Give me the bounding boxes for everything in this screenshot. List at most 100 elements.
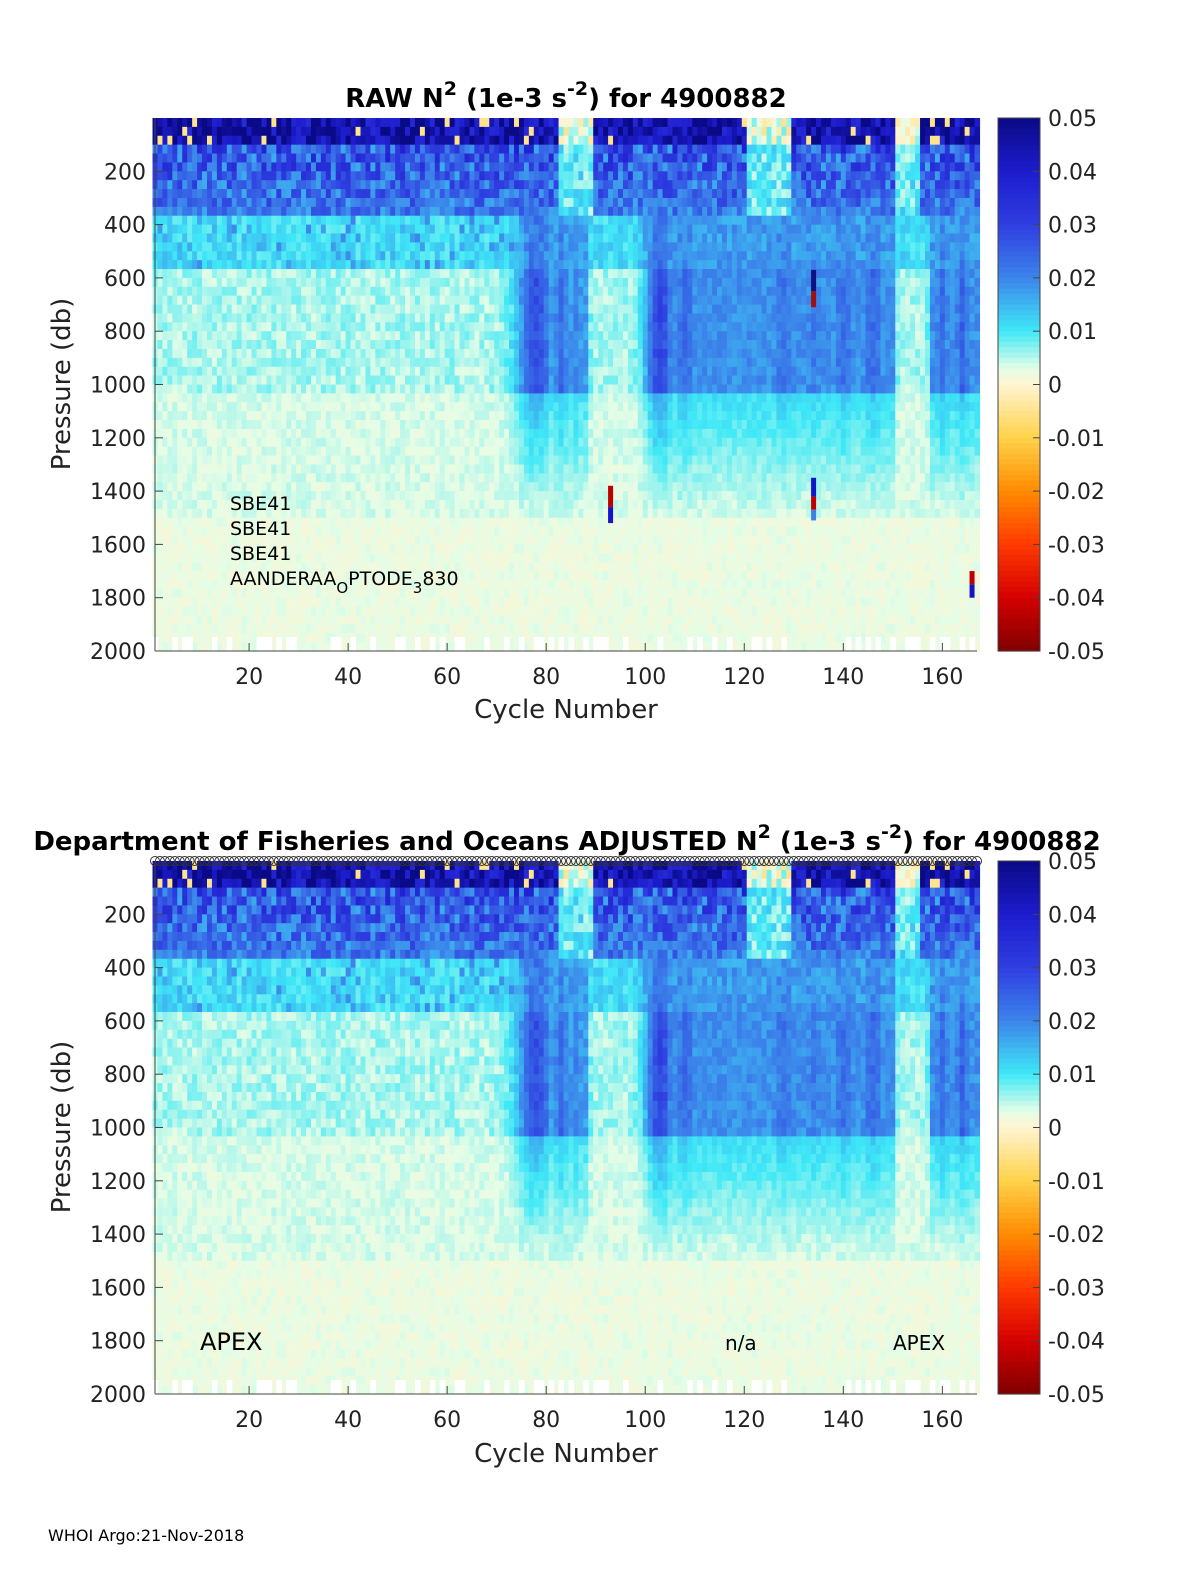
heat-cell [375,135,381,146]
heat-cell [335,260,342,270]
heat-cell [216,135,223,146]
heat-cell [553,562,560,572]
heat-cell [484,260,490,270]
heat-cell [444,624,451,634]
heat-cell [558,215,565,226]
heat-cell [449,384,456,394]
heat-cell [177,189,183,199]
heat-cell [439,526,446,537]
heat-cell [286,180,292,190]
heat-cell [509,304,515,315]
heat-cell [419,331,426,341]
heat-cell [365,197,371,208]
heat-cell [167,251,173,261]
heat-cell [320,340,327,350]
heat-cell [182,313,188,323]
heat-cell [296,197,302,208]
heat-cell [296,491,302,501]
heat-cell [514,588,520,599]
heat-cell [216,544,223,554]
heat-cell [286,171,292,181]
heat-cell [271,633,277,643]
heat-cell [494,286,500,297]
heat-cell [370,615,376,625]
heat-cell [320,180,327,190]
heat-cell [543,375,550,386]
heat-cell [281,277,287,288]
heat-cell [320,153,327,164]
heat-cell [528,535,535,545]
heat-cell [182,126,188,137]
heat-cell [558,526,565,537]
heat-cell [533,579,540,590]
heat-cell [345,153,352,164]
heat-cell [330,260,337,270]
heat-cell [177,233,183,243]
heat-cell [320,491,327,501]
heat-cell [340,215,347,226]
heat-cell [523,277,530,288]
heat-cell [211,144,218,155]
heat-cell [202,260,208,270]
heat-cell [414,340,421,350]
heat-cell [162,597,168,608]
heat-cell [548,357,555,368]
heat-cell [281,126,287,137]
heat-cell [296,615,302,625]
heat-cell [385,526,391,537]
heat-cell [370,606,376,617]
heat-cell [390,402,396,412]
heat-cell [202,322,208,332]
heat-cell [380,144,386,155]
heat-cell [320,357,327,368]
heat-cell [484,411,490,421]
heat-cell [221,588,228,599]
heat-cell [221,340,228,350]
heat-cell [449,615,456,625]
heat-cell [360,508,367,519]
heat-cell [523,615,530,625]
heat-cell [385,197,391,208]
heat-cell [424,544,431,554]
heat-cell [365,118,371,128]
heat-cell [301,597,307,608]
heat-cell [548,331,555,341]
heat-cell [444,473,451,483]
heat-cell [538,286,545,297]
heat-cell [479,118,485,128]
heat-cell [533,606,540,617]
heat-cell [484,526,490,537]
heat-cell [370,579,376,590]
heat-cell [345,491,352,501]
heat-cell [226,162,233,172]
heat-cell [296,366,302,377]
heat-cell [504,553,510,563]
heat-cell [479,144,485,155]
heat-cell [469,473,475,483]
heat-cell [266,126,272,137]
heat-cell [281,366,287,377]
heat-cell [172,357,178,368]
heat-cell [504,304,510,315]
heat-cell [385,544,391,554]
heat-cell [157,579,164,590]
heat-cell [558,144,565,155]
heat-cell [538,517,545,528]
heat-cell [385,126,391,137]
heat-cell [509,491,515,501]
heat-cell [484,562,490,572]
heat-cell [231,242,238,252]
heat-cell [390,446,396,457]
heat-cell [340,411,347,421]
heat-cell [167,189,173,199]
heat-cell [370,153,376,164]
heat-cell [380,233,386,243]
heat-cell [424,357,431,368]
heat-cell [291,384,297,394]
heat-cell [320,508,327,519]
heat-cell [553,428,560,439]
heat-cell [296,251,302,261]
heat-cell [365,348,371,359]
heat-cell [553,473,560,483]
heat-cell [345,331,352,341]
